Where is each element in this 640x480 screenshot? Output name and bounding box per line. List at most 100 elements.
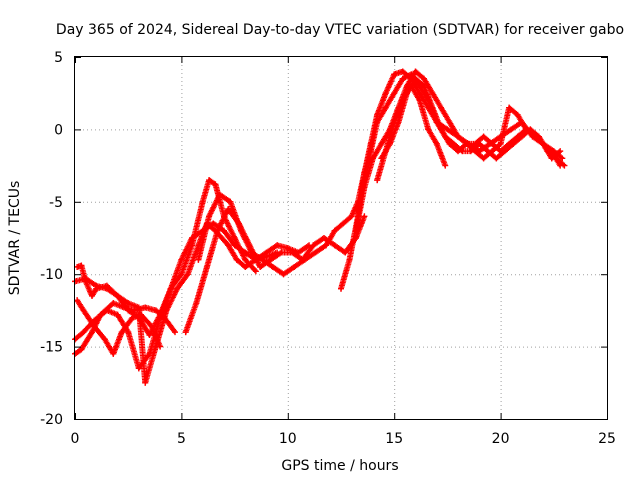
data-point [444,126,451,133]
data-point [80,329,87,336]
data-point [480,133,487,140]
data-point [514,133,521,140]
series-track-4 [72,220,281,372]
data-point [93,285,100,292]
data-point [129,314,136,321]
data-point [274,242,281,249]
data-point [455,148,462,155]
data-point [531,133,538,140]
data-point [89,329,96,336]
data-point [323,242,330,249]
data-point [214,227,221,234]
data-point [489,140,496,147]
data-point [382,90,389,97]
data-point [231,235,238,241]
data-point [178,271,185,278]
data-point [225,242,232,249]
data-point [91,317,98,324]
x-tick-label: 15 [385,431,403,447]
data-point [412,68,419,75]
y-tick-labels: -20 -15 -10 -5 0 5 [40,50,63,428]
data-point [472,140,479,147]
data-point [146,332,153,339]
data-point [420,75,427,82]
data-point [438,104,445,111]
y-tick-label: -10 [40,267,63,283]
data-point [312,249,319,256]
data-point [278,249,285,256]
data-point [391,119,398,126]
data-point [540,140,547,147]
series-track-5 [74,220,313,386]
data-point [231,242,238,249]
data-point [382,148,389,155]
data-point [433,140,440,147]
data-point [374,119,381,126]
data-point [557,148,564,155]
data-point [429,104,436,111]
data-point [301,256,308,263]
data-point [206,213,213,220]
data-point [289,249,296,256]
data-point [391,71,398,78]
series-track-11 [374,82,449,184]
data-point [172,329,179,336]
data-point [429,90,436,97]
data-point [291,263,298,270]
data-point [257,263,264,270]
data-point [163,307,170,314]
x-axis-title: GPS time / hours [281,458,398,474]
data-point [199,198,206,205]
data-point [382,104,389,111]
data-point [438,126,445,133]
data-point [320,235,327,241]
data-point [506,140,513,147]
data-point [338,285,344,292]
data-point [269,263,276,270]
data-point [506,104,513,111]
x-tick-label: 0 [71,431,80,447]
data-point [378,140,385,147]
data-point [242,249,249,256]
data-point [559,155,566,162]
data-point [142,379,149,386]
data-point [267,256,274,263]
data-point [114,311,121,318]
data-point [508,126,515,133]
series-track-3 [74,297,164,357]
data-point [446,119,453,126]
data-point [89,292,96,299]
data-point [233,256,240,263]
x-tick-labels: 0 5 10 15 20 25 [71,431,616,447]
data-series [72,68,568,386]
plot-frame [74,56,608,420]
data-point [548,148,555,155]
data-point [497,148,504,155]
data-point [361,184,368,191]
data-point [125,329,132,336]
data-point [203,263,210,270]
data-point [227,198,234,205]
series-track-8 [338,71,568,292]
data-point [178,256,185,263]
data-point [91,323,98,330]
data-point [331,242,338,249]
data-point [252,268,259,275]
data-point [82,278,89,285]
data-point [446,140,453,147]
data-point [103,282,110,289]
y-axis-title: SDTVAR / TECUs [7,181,23,296]
data-point [374,177,381,184]
data-point [361,213,368,220]
data-point [425,126,432,133]
data-point [242,256,249,263]
data-point [110,350,117,357]
data-point [310,242,317,249]
data-point [120,304,127,311]
data-point [361,169,368,176]
data-point [399,68,406,75]
data-point [237,227,244,234]
data-point [412,75,419,82]
data-point [472,148,479,155]
data-point [340,220,347,227]
